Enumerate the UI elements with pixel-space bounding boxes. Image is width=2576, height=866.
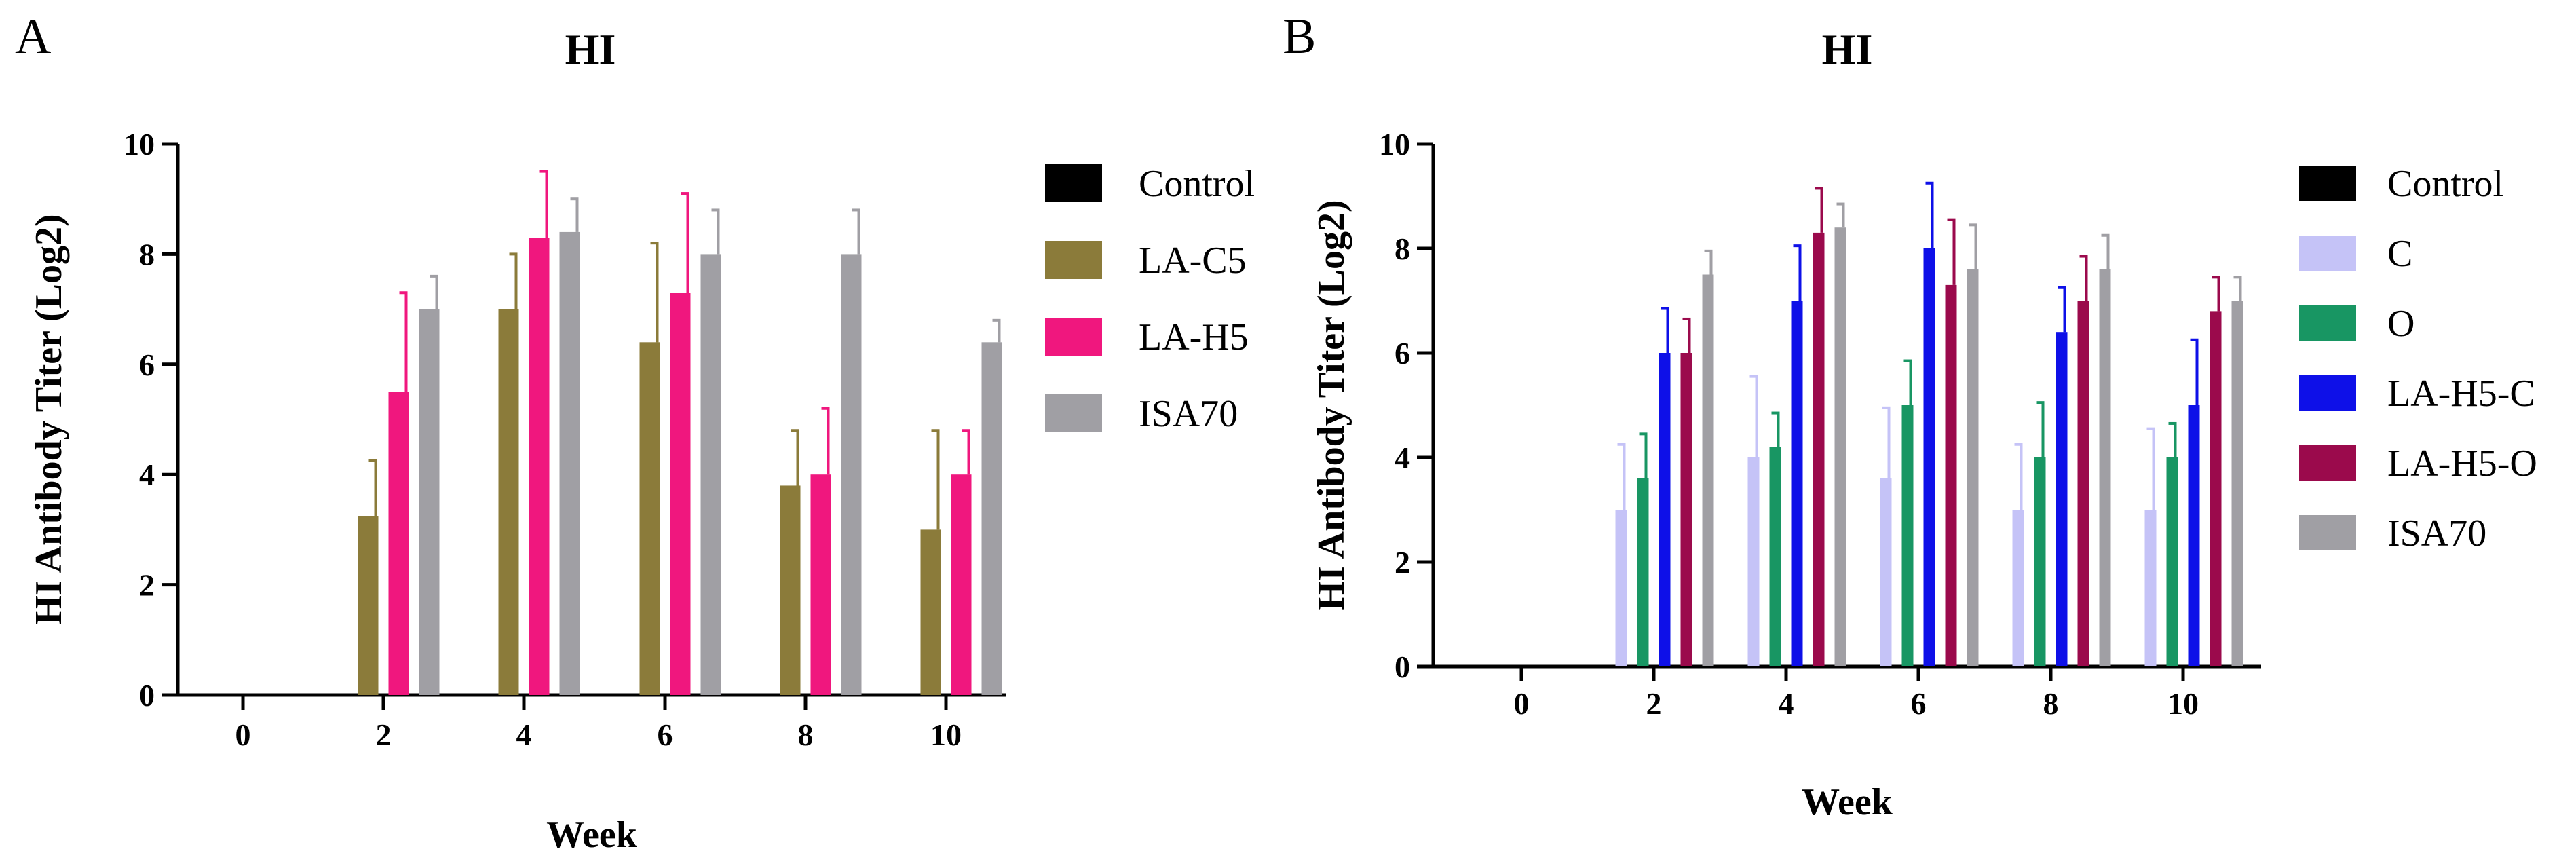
y-tick-label: 8 bbox=[1395, 231, 1410, 266]
bar-o-week-4 bbox=[1769, 447, 1781, 666]
bar-la-h5-week-10 bbox=[951, 474, 972, 695]
bar-isa70-week-6 bbox=[1967, 269, 1979, 666]
legend-swatch-la-h5 bbox=[1045, 318, 1102, 356]
legend-label: ISA70 bbox=[1139, 393, 1238, 435]
y-tick-label: 4 bbox=[1395, 440, 1410, 475]
legend-label: LA-H5-C bbox=[2387, 373, 2535, 415]
y-axis-label: HI Antibody Titer (Log2) bbox=[28, 214, 70, 624]
x-tick-label: 4 bbox=[516, 717, 532, 752]
bar-c-week-10 bbox=[2144, 510, 2157, 666]
y-tick-label: 10 bbox=[1379, 127, 1410, 162]
chart-panel-b: B HI 0 2 4 6 8 10 0 2 4 6 8 10 Week HI Antibody Titer (… bbox=[1283, 9, 2537, 823]
bar-c-week-2 bbox=[1615, 510, 1627, 666]
chart-title: HI bbox=[1822, 25, 1873, 73]
legend-label: Control bbox=[2387, 163, 2503, 205]
x-axis-label: Week bbox=[546, 814, 638, 856]
y-tick-label: 4 bbox=[139, 457, 155, 492]
bar-la-h5-week-6 bbox=[670, 293, 691, 695]
x-tick-label: 2 bbox=[376, 717, 392, 752]
bar-la-h5-o-week-6 bbox=[1945, 284, 1957, 666]
bar-isa70-week-2 bbox=[419, 309, 440, 696]
bar-isa70-week-8 bbox=[2099, 269, 2111, 666]
y-tick-label: 2 bbox=[139, 568, 155, 603]
bar-la-h5-o-week-4 bbox=[1813, 232, 1825, 666]
legend-label: ISA70 bbox=[2387, 512, 2486, 554]
bar-la-h5-week-2 bbox=[388, 392, 409, 695]
bar-la-h5-o-week-10 bbox=[2210, 311, 2222, 666]
bar-c-week-8 bbox=[2012, 510, 2024, 666]
bar-la-h5-o-week-2 bbox=[1680, 353, 1692, 666]
bar-c-week-4 bbox=[1747, 457, 1760, 666]
bar-la-h5-c-week-6 bbox=[1923, 248, 1935, 666]
legend-label: LA-H5 bbox=[1139, 316, 1249, 358]
y-tick-label: 6 bbox=[139, 347, 155, 382]
bar-isa70-week-10 bbox=[981, 342, 1002, 695]
bar-isa70-week-8 bbox=[841, 254, 862, 695]
bar-isa70-week-2 bbox=[1702, 274, 1714, 666]
x-tick-label: 8 bbox=[798, 717, 814, 752]
legend-swatch-isa70 bbox=[2299, 515, 2356, 550]
y-tick-label: 0 bbox=[1395, 650, 1410, 684]
bar-isa70-week-4 bbox=[1834, 227, 1846, 666]
legend-swatch-la-h5-o bbox=[2299, 445, 2356, 481]
y-axis-label: HI Antibody Titer (Log2) bbox=[1310, 200, 1352, 610]
legend: Control CO LA-H5-C LA-H5-O ISA70 bbox=[2299, 163, 2537, 554]
y-tick-label: 8 bbox=[139, 237, 155, 271]
legend-swatch-la-h5-c bbox=[2299, 375, 2356, 411]
y-tick-label: 10 bbox=[124, 127, 155, 162]
legend-label: LA-C5 bbox=[1139, 240, 1247, 282]
x-tick-label: 6 bbox=[658, 717, 673, 752]
legend-label: C bbox=[2387, 233, 2412, 275]
bar-la-h5-c-week-4 bbox=[1791, 301, 1803, 666]
bar-o-week-10 bbox=[2166, 457, 2178, 666]
legend-swatch-la-c5 bbox=[1045, 241, 1102, 279]
x-axis-label: Week bbox=[1802, 781, 1893, 823]
bar-o-week-2 bbox=[1637, 478, 1649, 666]
y-tick-label: 6 bbox=[1395, 336, 1410, 371]
x-tick-label: 10 bbox=[930, 717, 962, 752]
bar-la-h5-o-week-8 bbox=[2077, 301, 2089, 666]
bar-la-h5-c-week-2 bbox=[1659, 353, 1671, 666]
bar-isa70-week-10 bbox=[2231, 301, 2243, 666]
x-tick-label: 4 bbox=[1779, 686, 1794, 721]
chart-title: HI bbox=[565, 25, 616, 73]
y-tick-label: 0 bbox=[139, 678, 155, 713]
legend-swatch-isa70 bbox=[1045, 394, 1102, 432]
panel-letter: A bbox=[15, 9, 51, 64]
y-tick-label: 2 bbox=[1395, 545, 1410, 580]
bar-la-h5-week-4 bbox=[529, 238, 550, 695]
x-tick-label: 2 bbox=[1646, 686, 1662, 721]
legend-swatch-o bbox=[2299, 305, 2356, 341]
x-tick-label: 0 bbox=[1514, 686, 1530, 721]
bar-la-c5-week-10 bbox=[920, 529, 941, 695]
x-tick-label: 10 bbox=[2167, 686, 2199, 721]
legend-swatch-control bbox=[2299, 166, 2356, 201]
x-tick-label: 6 bbox=[1911, 686, 1927, 721]
legend-swatch-c bbox=[2299, 236, 2356, 271]
chart-panel-a: A HI 0 2 4 6 8 10 0 2 4 6 8 10 Week HI Antibody Titer (… bbox=[15, 9, 1255, 856]
legend-swatch-control bbox=[1045, 164, 1102, 202]
bar-isa70-week-6 bbox=[700, 254, 721, 695]
x-tick-label: 0 bbox=[235, 717, 251, 752]
bar-la-c5-week-6 bbox=[639, 342, 660, 695]
bar-la-h5-c-week-10 bbox=[2188, 405, 2200, 666]
legend: Control LA-C5 LA-H5 ISA70 bbox=[1045, 163, 1255, 435]
bar-la-h5-c-week-8 bbox=[2056, 332, 2068, 666]
legend-label: Control bbox=[1139, 163, 1255, 205]
bar-la-c5-week-4 bbox=[498, 309, 519, 696]
bar-la-c5-week-2 bbox=[358, 516, 379, 695]
bar-la-c5-week-8 bbox=[780, 485, 801, 695]
x-tick-label: 8 bbox=[2043, 686, 2059, 721]
panel-letter: B bbox=[1283, 9, 1316, 64]
bar-c-week-6 bbox=[1880, 478, 1892, 666]
bar-o-week-6 bbox=[1901, 405, 1914, 666]
legend-label: O bbox=[2387, 303, 2414, 345]
bar-o-week-8 bbox=[2034, 457, 2046, 666]
bar-la-h5-week-8 bbox=[810, 474, 831, 695]
legend-label: LA-H5-O bbox=[2387, 443, 2537, 485]
bar-isa70-week-4 bbox=[559, 231, 580, 695]
